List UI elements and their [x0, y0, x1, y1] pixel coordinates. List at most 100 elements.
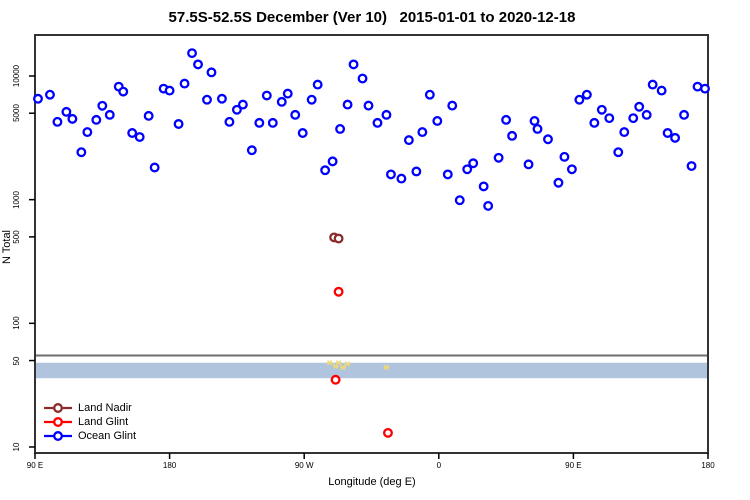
ocean-glint-point [104, 109, 115, 120]
land-glint-point [330, 374, 341, 385]
ocean-glint-point [297, 128, 308, 138]
ocean-glint-point [679, 109, 690, 120]
ocean-glint-point [179, 78, 190, 89]
ocean-glint-point [670, 132, 681, 143]
ocean-glint-point [634, 101, 645, 112]
ocean-glint-point [432, 115, 443, 126]
ocean-glint-point [149, 162, 160, 173]
ocean-glint-point [372, 117, 383, 128]
ocean-glint-point [193, 59, 203, 70]
ocean-glint-point [231, 104, 242, 115]
ocean-glint-point [647, 79, 658, 90]
y-tick-label: 1000 [12, 190, 21, 209]
ocean-glint-point [246, 145, 257, 156]
x-tick-label: 0 [436, 461, 442, 470]
ocean-glint-point [532, 124, 543, 134]
ocean-glint-point [267, 117, 278, 128]
y-tick-label: 100 [12, 316, 21, 331]
land-nadir-point [333, 233, 344, 244]
ocean-glint-point [363, 100, 374, 111]
ocean-glint-point [118, 86, 129, 97]
x-tick-label: 90 E [565, 461, 582, 470]
ocean-glint-point [596, 104, 607, 115]
ocean-glint-point [82, 127, 93, 138]
ocean-glint-point [604, 113, 615, 124]
ocean-glint-point [224, 116, 235, 127]
ocean-glint-point [442, 169, 453, 180]
ocean-glint-point [483, 200, 494, 211]
ocean-glint-point [686, 161, 697, 171]
x-tick-label: 180 [701, 461, 715, 470]
ocean-glint-point [282, 88, 293, 99]
ocean-glint-point [501, 114, 512, 125]
ocean-glint-point [417, 127, 428, 138]
x-tick-label: 90 W [294, 461, 314, 470]
ocean-glint-point [468, 158, 479, 169]
ocean-glint-point [261, 90, 272, 101]
x-axis-title: Longitude (deg E) [328, 476, 416, 488]
ocean-glint-point [97, 100, 108, 111]
yellow-flag-marks-point [326, 359, 333, 366]
legend-label-land-glint: Land Glint [78, 416, 128, 428]
ocean-glint-point [529, 115, 540, 126]
ocean-glint-point [553, 177, 564, 188]
ocean-glint-point [76, 147, 87, 158]
y-tick-label: 5000 [12, 104, 21, 123]
ocean-glint-point [403, 135, 414, 146]
ocean-glint-point [348, 59, 359, 70]
ocean-glint-point [381, 109, 392, 120]
ocean-glint-point [320, 165, 331, 176]
ocean-glint-point [254, 117, 265, 128]
ocean-glint-point [559, 151, 570, 162]
yellow-flag-marks-point [335, 359, 342, 366]
ocean-glint-point [173, 119, 184, 129]
land-glint-point [383, 427, 393, 438]
ocean-glint-point [700, 83, 710, 94]
ocean-glint-point [454, 195, 465, 206]
land-glint-point [333, 286, 344, 297]
ocean-glint-point [507, 130, 518, 141]
ocean-glint-point [619, 127, 630, 138]
ocean-glint-point [290, 109, 301, 120]
legend-marker-land-nadir-circle [53, 403, 63, 413]
ocean-glint-point [424, 89, 435, 100]
ocean-glint-point [187, 48, 197, 59]
legend-label-land-nadir: Land Nadir [78, 402, 132, 414]
ocean-glint-point [33, 93, 43, 104]
plot-box [34, 34, 709, 454]
y-tick-label: 50 [12, 356, 21, 365]
ocean-glint-point [312, 79, 323, 90]
ocean-glint-point [493, 152, 504, 163]
ocean-glint-point [543, 134, 553, 145]
ocean-glint-point [641, 109, 652, 120]
ocean-glint-point [581, 89, 592, 100]
ocean-glint-point [628, 113, 639, 124]
ocean-glint-point [164, 85, 175, 96]
chart-title: 57.5S-52.5S December (Ver 10) 2015-01-01… [168, 9, 576, 26]
x-tick-label: 180 [162, 461, 177, 470]
ocean-glint-point [52, 116, 63, 127]
yellow-flag-marks-point [340, 364, 347, 371]
ocean-glint-point [91, 114, 102, 125]
ocean-glint-point [202, 94, 212, 105]
ocean-glint-point [656, 85, 667, 96]
ocean-glint-point [276, 96, 287, 107]
ocean-glint-point [216, 93, 227, 104]
threshold-band [36, 362, 707, 379]
ocean-glint-point [662, 128, 673, 138]
ocean-glint-point [134, 132, 145, 142]
ocean-glint-point [523, 159, 534, 170]
yellow-flag-marks-point [383, 364, 390, 371]
ocean-glint-point [335, 124, 346, 134]
ocean-glint-point [385, 169, 396, 180]
legend-label-ocean-glint: Ocean Glint [78, 430, 136, 442]
ocean-glint-point [342, 99, 353, 110]
ocean-glint-point [574, 94, 585, 105]
ocean-glint-point [447, 100, 458, 111]
ocean-glint-point [306, 94, 317, 105]
ocean-glint-point [613, 147, 624, 158]
ocean-glint-point [237, 99, 248, 110]
ocean-glint-point [411, 166, 422, 177]
yellow-flag-marks-point [344, 361, 351, 367]
legend-marker-ocean-glint-circle [53, 431, 63, 441]
